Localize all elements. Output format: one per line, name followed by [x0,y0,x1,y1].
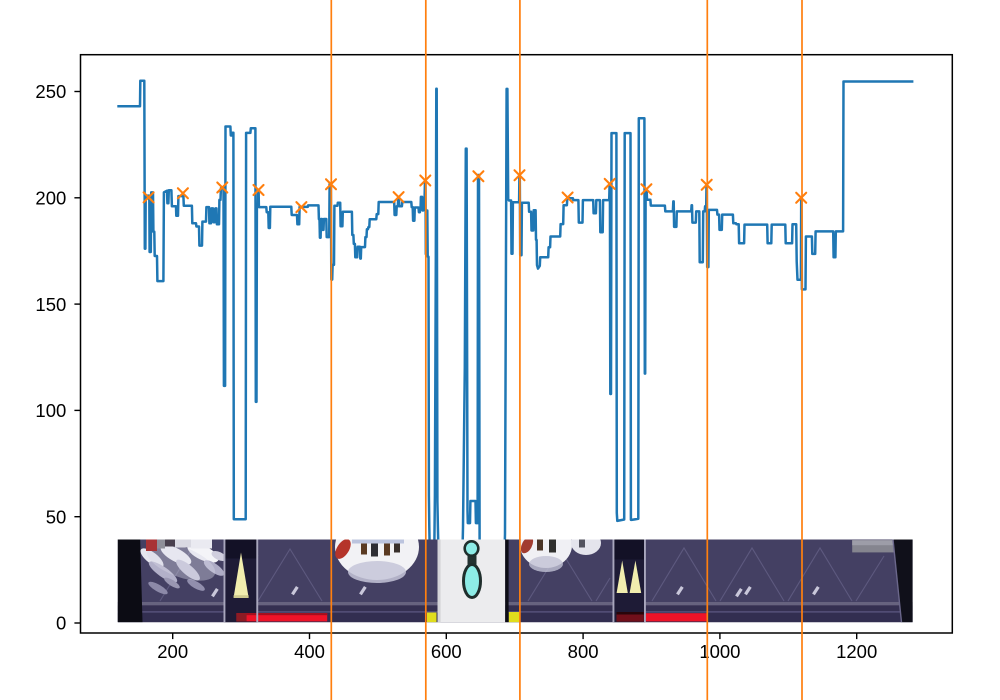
svg-text:200: 200 [35,188,66,209]
svg-text:1200: 1200 [836,641,877,662]
svg-text:150: 150 [35,294,66,315]
svg-text:400: 400 [294,641,325,662]
svg-text:100: 100 [35,400,66,421]
svg-text:200: 200 [157,641,188,662]
svg-text:600: 600 [431,641,462,662]
svg-text:800: 800 [568,641,599,662]
svg-text:250: 250 [35,81,66,102]
svg-text:0: 0 [56,613,66,634]
svg-text:50: 50 [46,506,67,527]
svg-text:1000: 1000 [699,641,740,662]
